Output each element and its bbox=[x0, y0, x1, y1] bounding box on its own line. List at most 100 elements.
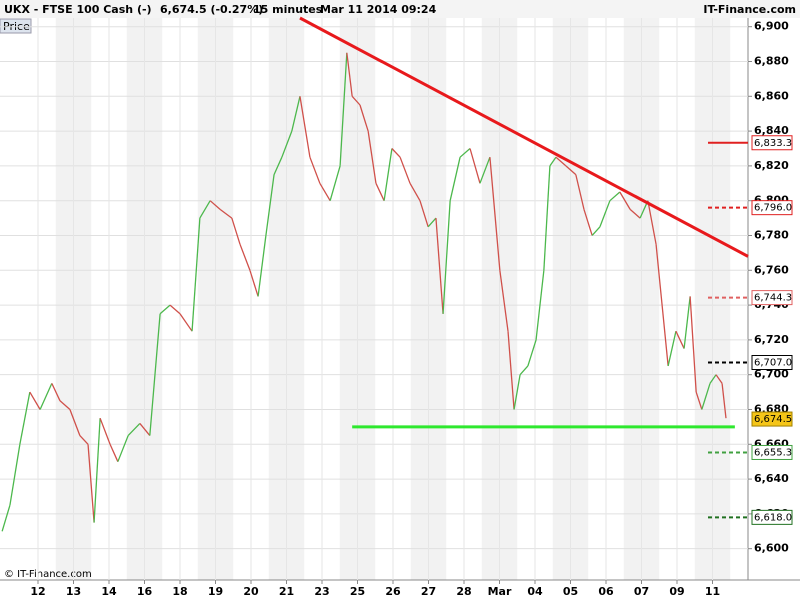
y-tick-label: 6,840 bbox=[754, 124, 789, 137]
level-label: 6,744.3 bbox=[754, 293, 792, 304]
x-tick-label: 23 bbox=[314, 585, 329, 598]
price-segment bbox=[99, 417, 111, 445]
y-tick-label: 6,880 bbox=[754, 54, 789, 67]
price-segment bbox=[391, 148, 401, 158]
price-segment bbox=[265, 174, 275, 236]
trendline bbox=[299, 16, 749, 258]
price-segment bbox=[291, 96, 301, 132]
price-segment bbox=[442, 200, 451, 314]
level-box bbox=[751, 411, 793, 427]
brand: IT-Finance.com bbox=[703, 3, 796, 16]
price-segment bbox=[449, 157, 461, 201]
price-segment bbox=[629, 208, 641, 219]
price-segment bbox=[695, 391, 703, 410]
price-segment bbox=[367, 130, 377, 184]
x-tick-label: 26 bbox=[385, 585, 401, 598]
price-segment bbox=[599, 200, 611, 228]
price-segment bbox=[507, 331, 515, 410]
price-segment bbox=[93, 418, 101, 523]
price-segment bbox=[399, 156, 411, 184]
price-segment bbox=[109, 444, 119, 462]
x-tick-label: 13 bbox=[66, 585, 81, 598]
price-segment bbox=[667, 331, 677, 367]
price-segment bbox=[721, 383, 727, 419]
price-segment bbox=[647, 200, 657, 245]
level-label: 6,674.5 bbox=[754, 414, 792, 425]
x-tick-label: 28 bbox=[456, 585, 471, 598]
x-tick-label: 27 bbox=[421, 585, 436, 598]
price-segment bbox=[273, 156, 283, 175]
price-segment bbox=[346, 52, 353, 97]
price-segment bbox=[535, 270, 545, 340]
y-tick-label: 6,640 bbox=[754, 472, 789, 485]
price-segment bbox=[39, 383, 53, 410]
price-segment bbox=[609, 191, 621, 202]
price-segment bbox=[375, 183, 385, 201]
y-tick-label: 6,760 bbox=[754, 263, 789, 276]
level-box bbox=[751, 200, 793, 216]
y-tick-label: 6,600 bbox=[754, 542, 789, 555]
price-segment bbox=[351, 95, 361, 106]
price-segment bbox=[549, 156, 557, 167]
price-segment bbox=[219, 208, 233, 219]
x-tick-label: 25 bbox=[350, 585, 365, 598]
x-tick-label: 21 bbox=[279, 585, 294, 598]
price-segment bbox=[499, 270, 509, 332]
header-bar bbox=[0, 0, 800, 18]
price-segment bbox=[19, 391, 31, 445]
price-segment bbox=[139, 422, 151, 436]
price-segment bbox=[591, 226, 601, 236]
price-segment bbox=[701, 383, 711, 410]
level-box bbox=[751, 135, 793, 151]
price-segment bbox=[239, 243, 251, 271]
price-segment bbox=[231, 217, 241, 245]
price-segment bbox=[479, 156, 491, 184]
price-segment bbox=[689, 296, 697, 393]
price-segment bbox=[543, 165, 551, 271]
y-tick-label: 6,820 bbox=[754, 159, 789, 172]
timestamp: Mar 11 2014 09:24 bbox=[320, 3, 437, 16]
level-label: 6,655.3 bbox=[754, 447, 792, 458]
price-segment bbox=[319, 182, 331, 202]
y-tick-label: 6,720 bbox=[754, 333, 789, 346]
price-segment bbox=[359, 104, 369, 132]
x-tick-label: 19 bbox=[208, 585, 223, 598]
instrument: UKX - FTSE 100 Cash (-) bbox=[4, 3, 152, 16]
price-segment bbox=[575, 174, 585, 210]
level-label: 6,796.0 bbox=[754, 203, 792, 214]
price-segment bbox=[29, 391, 41, 410]
price-segment bbox=[1, 504, 11, 532]
price-segment bbox=[555, 156, 567, 167]
price-segment bbox=[675, 330, 685, 349]
price-segment bbox=[329, 165, 341, 201]
price-segment bbox=[383, 148, 393, 201]
x-tick-label: 06 bbox=[598, 585, 614, 598]
price-segment bbox=[59, 400, 71, 410]
price-segment bbox=[489, 157, 501, 271]
price-segment bbox=[309, 156, 321, 184]
level-box bbox=[751, 509, 793, 525]
price-segment bbox=[117, 435, 129, 462]
y-tick-label: 6,900 bbox=[754, 20, 789, 33]
x-tick-label: 16 bbox=[137, 585, 153, 598]
price-segment bbox=[469, 148, 481, 184]
price-segment bbox=[9, 444, 21, 506]
price-segment bbox=[683, 296, 691, 349]
price-segment bbox=[583, 209, 593, 236]
x-tick-label: 05 bbox=[563, 585, 578, 598]
price-segment bbox=[299, 96, 311, 158]
price-segment bbox=[519, 365, 529, 376]
level-box bbox=[751, 444, 793, 460]
price-segment bbox=[565, 165, 577, 176]
level-box bbox=[751, 290, 793, 306]
level-label: 6,833.3 bbox=[754, 138, 792, 149]
price-segment bbox=[527, 339, 537, 367]
price-segment bbox=[459, 148, 471, 158]
price-segment bbox=[169, 304, 181, 315]
y-tick-label: 6,860 bbox=[754, 89, 789, 102]
level-label: 6,707.0 bbox=[754, 358, 792, 369]
price-segment bbox=[661, 305, 669, 367]
price-segment bbox=[209, 200, 221, 210]
y-tick-label: 6,700 bbox=[754, 368, 789, 381]
